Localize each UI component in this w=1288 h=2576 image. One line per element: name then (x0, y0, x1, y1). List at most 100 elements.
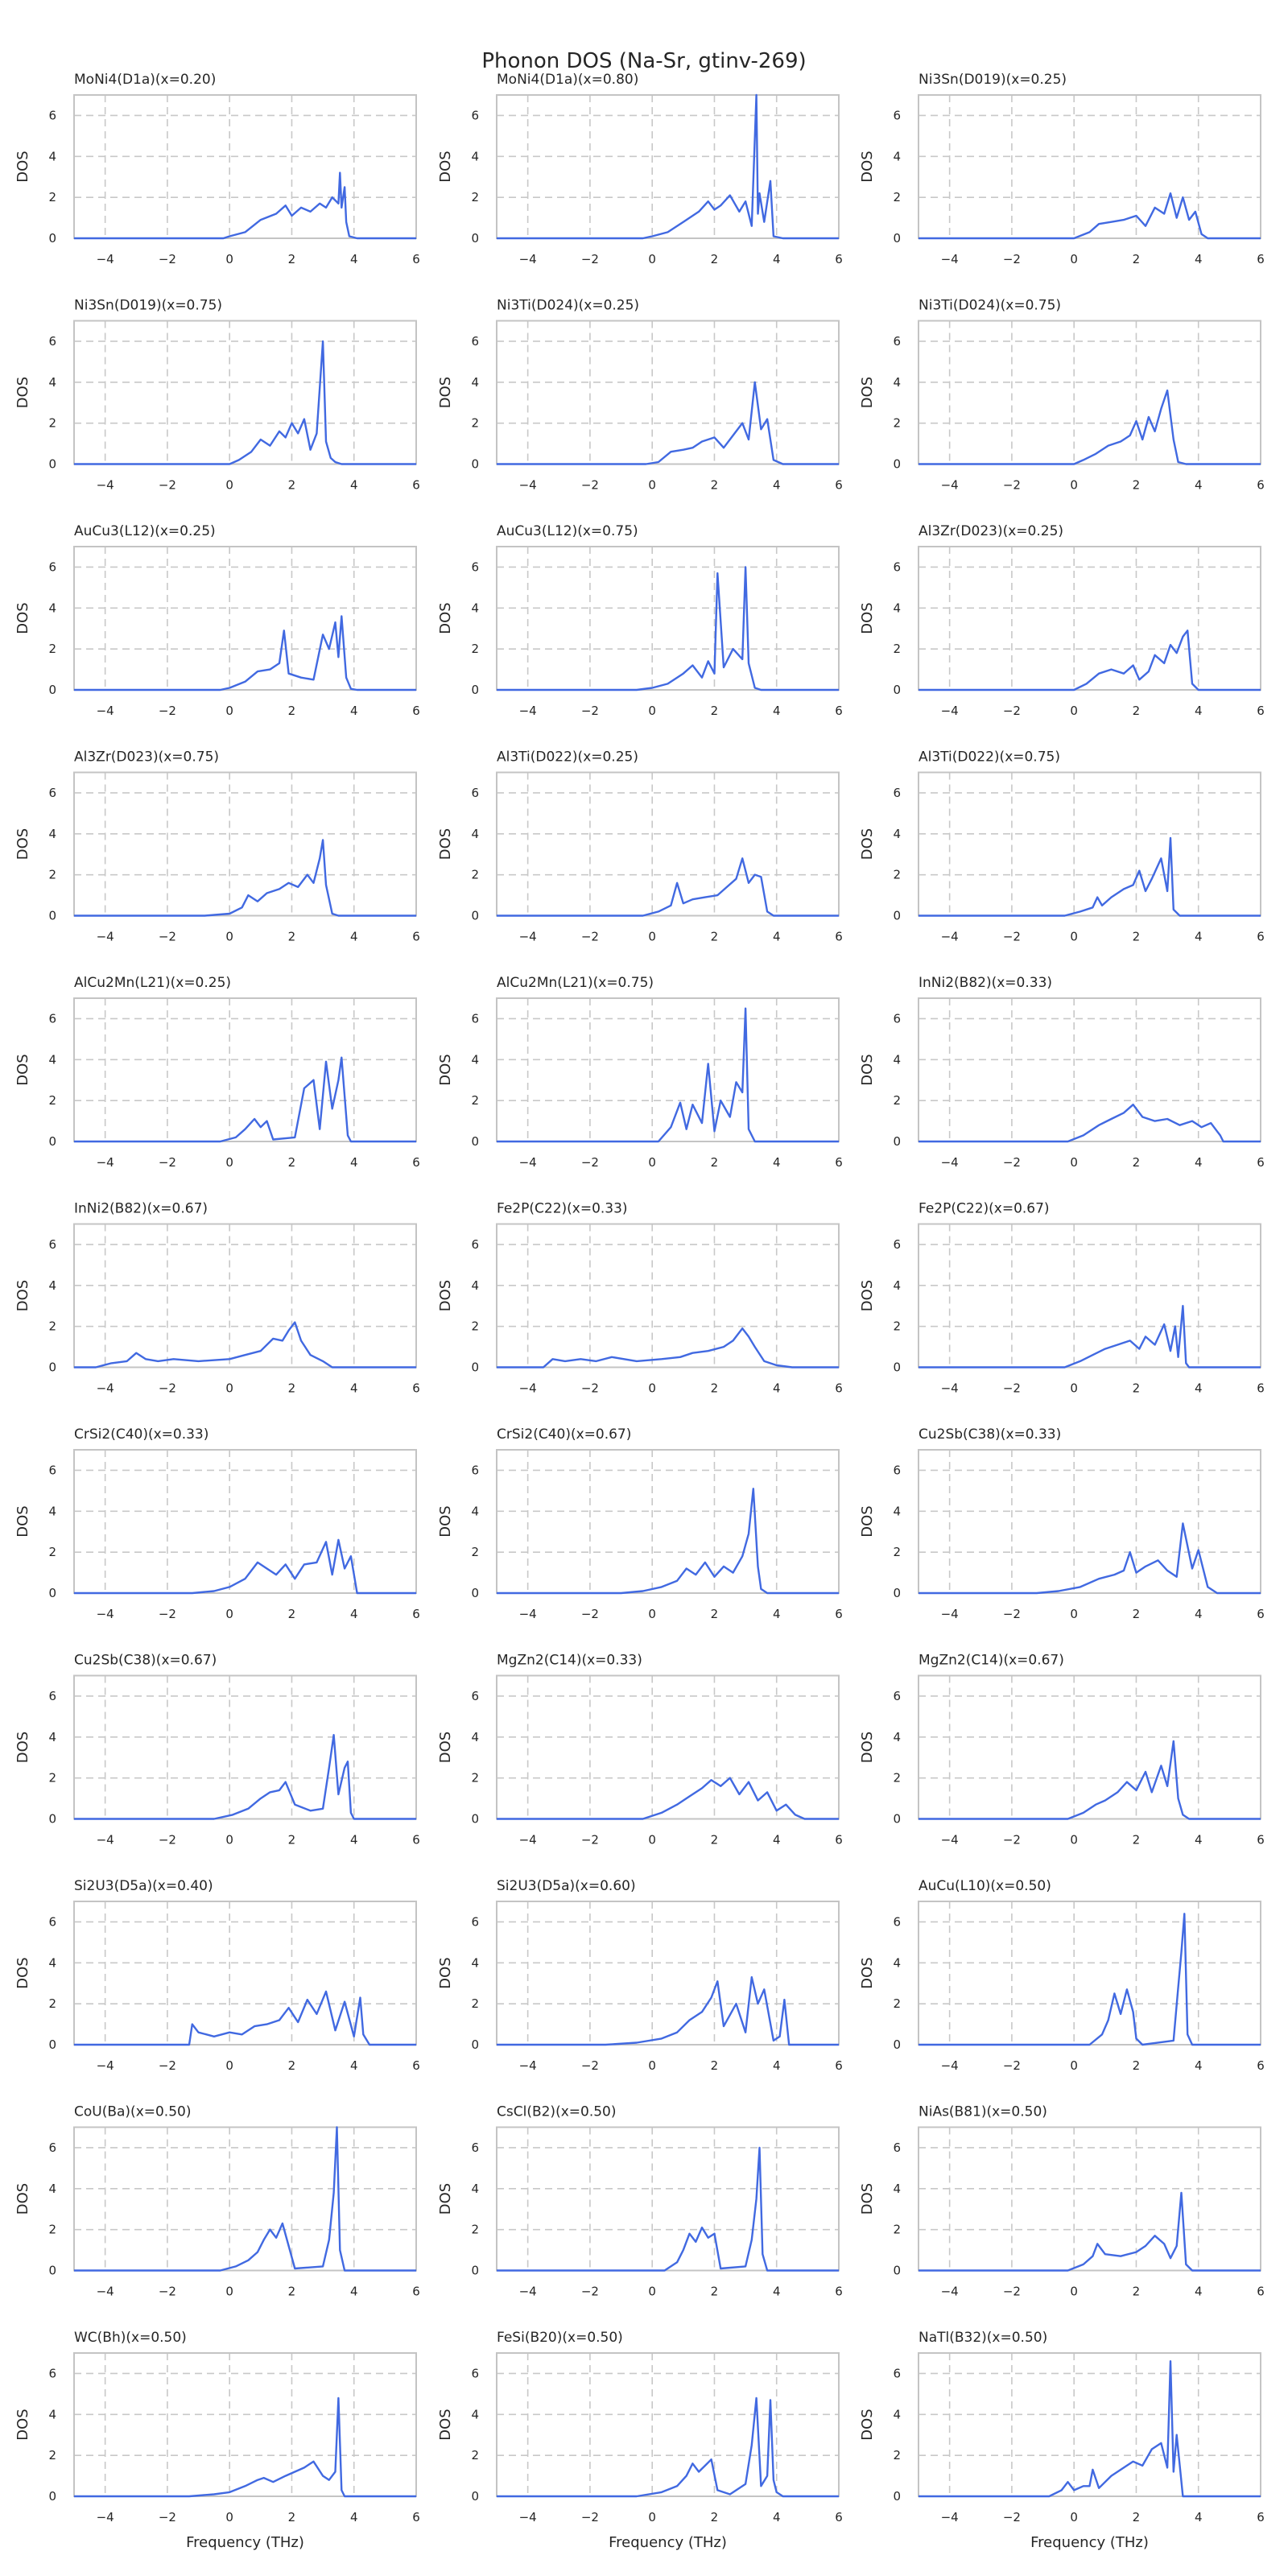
x-tick-label: −2 (159, 1155, 176, 1170)
x-tick-label: 0 (225, 2285, 233, 2299)
subplot: Cu2Sb(C38)(x=0.33) −4 −2 0 2 4 6 0 2 4 6 DOS (859, 1426, 1265, 1621)
dos-line (74, 171, 416, 240)
y-axis-label: DOS (437, 1505, 454, 1537)
x-tick-label: −4 (519, 478, 537, 493)
y-tick-label: 0 (471, 1134, 479, 1149)
subplot-title: CsCl(B2)(x=0.50) (497, 2104, 616, 2120)
plot-frame (73, 1223, 417, 1368)
x-tick-label: −4 (97, 704, 114, 718)
y-tick-label: 6 (893, 1914, 901, 1929)
dos-line (74, 340, 416, 465)
subplot-title: CoU(Ba)(x=0.50) (74, 2104, 191, 2120)
subplot-title: WC(Bh)(x=0.50) (74, 2330, 187, 2346)
plot-frame (496, 320, 840, 465)
x-tick-label: 6 (835, 704, 843, 718)
plot-frame (918, 2126, 1261, 2272)
subplot: Ni3Ti(D024)(x=0.75) −4 −2 0 2 4 6 0 2 4 6 DOS (859, 298, 1265, 493)
plot-frame (496, 1449, 840, 1594)
x-tick-label: −2 (159, 1607, 176, 1621)
x-tick-label: 6 (412, 704, 420, 718)
y-tick-label: 0 (893, 683, 901, 697)
x-tick-label: −2 (159, 2058, 176, 2073)
y-axis-label: DOS (437, 1957, 454, 1988)
x-tick-label: 4 (350, 930, 358, 944)
x-tick-label: 4 (350, 704, 358, 718)
y-tick-label: 2 (48, 642, 56, 656)
x-tick-label: −4 (519, 930, 537, 944)
dos-line (919, 2359, 1261, 2498)
x-tick-label: 2 (1133, 1833, 1141, 1847)
x-tick-label: −2 (1003, 1155, 1021, 1170)
y-tick-label: 0 (48, 683, 56, 697)
subplot: NiAs(B81)(x=0.50) −4 −2 0 2 4 6 0 2 4 6 DOS (859, 2104, 1265, 2299)
y-axis-label: DOS (437, 151, 454, 182)
x-tick-label: −2 (581, 1381, 599, 1396)
x-tick-label: −4 (97, 478, 114, 493)
x-tick-label: 2 (288, 478, 296, 493)
dos-line (919, 630, 1261, 691)
y-tick-label: 4 (471, 1278, 479, 1293)
y-tick-label: 0 (893, 909, 901, 923)
subplot: Si2U3(D5a)(x=0.40) −4 −2 0 2 4 6 0 2 4 6 DOS (14, 1878, 420, 2073)
y-tick-label: 2 (48, 868, 56, 882)
y-tick-label: 4 (471, 1955, 479, 1970)
subplot-title: InNi2(B82)(x=0.67) (74, 1201, 208, 1217)
plot-frame (73, 1674, 417, 1820)
x-tick-label: 6 (412, 1381, 420, 1396)
subplot-title: MgZn2(C14)(x=0.33) (497, 1653, 642, 1669)
y-tick-label: 4 (48, 149, 56, 163)
dos-line (497, 1975, 839, 2046)
y-tick-label: 4 (893, 827, 901, 841)
x-tick-label: −2 (581, 704, 599, 718)
y-tick-label: 6 (48, 1689, 56, 1703)
x-tick-label: 6 (1257, 252, 1265, 266)
subplot: Cu2Sb(C38)(x=0.67) −4 −2 0 2 4 6 0 2 4 6 DOS (14, 1653, 420, 1847)
x-tick-label: 6 (835, 2510, 843, 2524)
plot-frame (918, 320, 1261, 465)
plot-frame (496, 546, 840, 691)
x-tick-label: 6 (1257, 1833, 1265, 1847)
x-tick-label: 6 (412, 1607, 420, 1621)
plot-frame (918, 546, 1261, 691)
x-tick-label: 4 (1195, 1833, 1203, 1847)
y-axis-label: DOS (859, 377, 876, 408)
y-tick-label: 2 (471, 2448, 479, 2462)
y-tick-label: 6 (893, 1237, 901, 1252)
x-tick-label: 0 (225, 1155, 233, 1170)
x-tick-label: 4 (773, 252, 781, 266)
y-tick-label: 4 (893, 1052, 901, 1067)
x-tick-label: 4 (350, 1833, 358, 1847)
x-tick-label: −2 (159, 1381, 176, 1396)
plot-frame (73, 546, 417, 691)
y-axis-label: DOS (14, 2409, 31, 2440)
y-tick-label: 0 (471, 909, 479, 923)
x-tick-label: 4 (773, 478, 781, 493)
y-tick-label: 2 (48, 1093, 56, 1108)
subplot-title: AuCu3(L12)(x=0.75) (497, 523, 638, 539)
plot-frame (918, 94, 1261, 239)
dos-line (919, 1304, 1261, 1368)
dos-line (497, 566, 839, 691)
y-tick-label: 4 (48, 827, 56, 841)
y-tick-label: 2 (893, 1771, 901, 1785)
subplot: AuCu3(L12)(x=0.75) −4 −2 0 2 4 6 0 2 4 6 DOS (437, 523, 843, 718)
y-tick-label: 4 (48, 1955, 56, 1970)
subplot: MgZn2(C14)(x=0.67) −4 −2 0 2 4 6 0 2 4 6 DOS (859, 1653, 1265, 1847)
y-tick-label: 0 (471, 457, 479, 472)
x-tick-label: −2 (1003, 2285, 1021, 2299)
dos-line (497, 2396, 839, 2498)
y-tick-label: 0 (893, 231, 901, 246)
y-tick-label: 4 (471, 827, 479, 841)
y-axis-label: DOS (859, 1732, 876, 1763)
x-tick-label: 0 (225, 2510, 233, 2524)
y-tick-label: 0 (893, 2489, 901, 2504)
dos-line (74, 839, 416, 917)
subplot-title: Cu2Sb(C38)(x=0.33) (919, 1426, 1061, 1443)
plot-frame (73, 2352, 417, 2497)
y-axis-label: DOS (437, 2183, 454, 2215)
x-tick-label: 4 (350, 478, 358, 493)
y-axis-label: DOS (859, 1054, 876, 1085)
subplot-title: Si2U3(D5a)(x=0.60) (497, 1878, 636, 1894)
y-axis-label: DOS (14, 828, 31, 860)
x-tick-label: 2 (288, 2058, 296, 2073)
